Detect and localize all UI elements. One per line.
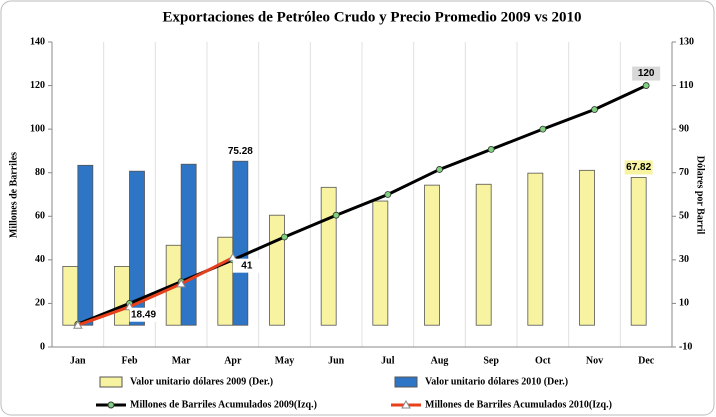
data-label-bg bbox=[624, 160, 653, 175]
legend-label: Valor unitario dólares 2010 (Der.) bbox=[425, 376, 568, 387]
x-tick-label: Aug bbox=[431, 355, 449, 366]
marker bbox=[384, 191, 392, 198]
bar bbox=[527, 172, 544, 326]
line bbox=[77, 84, 647, 326]
marker bbox=[591, 106, 598, 113]
data-label: 75.28 bbox=[228, 146, 253, 157]
x-tick-label: Jul bbox=[381, 355, 395, 366]
marker bbox=[539, 125, 547, 133]
x-tick-label: Jan bbox=[70, 355, 86, 366]
x-tick-label: Feb bbox=[121, 355, 138, 366]
y2-tick-label: -10 bbox=[679, 341, 692, 352]
chart-title: Exportaciones de Petróleo Crudo y Precio… bbox=[163, 9, 582, 25]
y-tick-label: 40 bbox=[35, 254, 45, 265]
data-label: 120 bbox=[638, 68, 655, 79]
marker bbox=[487, 146, 495, 153]
line bbox=[77, 256, 234, 327]
x-tick-label: Oct bbox=[535, 355, 551, 366]
data-label-bg bbox=[129, 307, 158, 322]
legend-marker bbox=[401, 399, 411, 409]
bar bbox=[180, 163, 197, 326]
bar bbox=[269, 214, 285, 326]
legend-label: Valor unitario dólares 2009 (Der.) bbox=[130, 376, 273, 387]
legend-label: Millones de Barriles Acumulados 2010(Izq… bbox=[425, 399, 612, 410]
bar bbox=[217, 236, 234, 326]
x-tick-label: Jun bbox=[328, 355, 345, 366]
bar bbox=[579, 169, 595, 326]
legend-label: Millones de Barriles Acumulados 2009(Izq… bbox=[130, 399, 317, 410]
data-label-bg bbox=[232, 258, 261, 273]
legend-swatch bbox=[99, 376, 123, 388]
bar bbox=[372, 200, 389, 326]
marker bbox=[72, 320, 83, 329]
y2-tick-label: 50 bbox=[679, 211, 689, 222]
bar bbox=[114, 265, 130, 326]
y2-tick-label: 130 bbox=[679, 36, 694, 47]
bar bbox=[77, 164, 94, 326]
bar bbox=[630, 177, 647, 326]
x-tick-label: Mar bbox=[172, 355, 191, 366]
legend-swatch bbox=[394, 376, 418, 388]
x-tick-label: Sep bbox=[483, 355, 499, 366]
y-tick-label: 80 bbox=[35, 167, 45, 178]
y2-tick-label: 30 bbox=[679, 254, 689, 265]
marker bbox=[436, 166, 443, 173]
y-axis-label: Millones de Barriles bbox=[8, 152, 19, 238]
x-tick-label: May bbox=[275, 355, 294, 366]
bar bbox=[320, 186, 337, 326]
x-tick-label: Apr bbox=[224, 355, 242, 366]
bar bbox=[475, 183, 492, 326]
bar bbox=[129, 170, 145, 326]
y-tick-label: 60 bbox=[35, 211, 45, 222]
y-tick-label: 140 bbox=[30, 36, 45, 47]
y2-tick-label: 70 bbox=[679, 167, 689, 178]
y-tick-label: 120 bbox=[30, 80, 45, 91]
data-label: 41 bbox=[241, 260, 253, 271]
marker bbox=[332, 211, 340, 219]
y-tick-label: 20 bbox=[35, 298, 45, 309]
marker bbox=[281, 233, 288, 241]
bar bbox=[62, 265, 79, 326]
data-label-bg bbox=[632, 66, 661, 81]
marker bbox=[176, 278, 187, 288]
x-tick-label: Dec bbox=[638, 355, 655, 366]
y2-tick-label: 90 bbox=[679, 123, 689, 134]
y2-tick-label: 10 bbox=[679, 298, 689, 309]
x-tick-label: Nov bbox=[586, 355, 603, 366]
y2-tick-label: 110 bbox=[679, 80, 693, 91]
data-label: 18.49 bbox=[131, 309, 156, 320]
marker bbox=[642, 82, 650, 89]
data-label: 67.82 bbox=[626, 162, 651, 173]
bar bbox=[424, 184, 440, 326]
y-tick-label: 100 bbox=[30, 123, 45, 134]
y2-axis-label: Dólares por Barril bbox=[695, 156, 706, 235]
legend-marker bbox=[107, 401, 115, 409]
y-tick-label: 0 bbox=[40, 341, 45, 352]
bar bbox=[232, 160, 249, 326]
